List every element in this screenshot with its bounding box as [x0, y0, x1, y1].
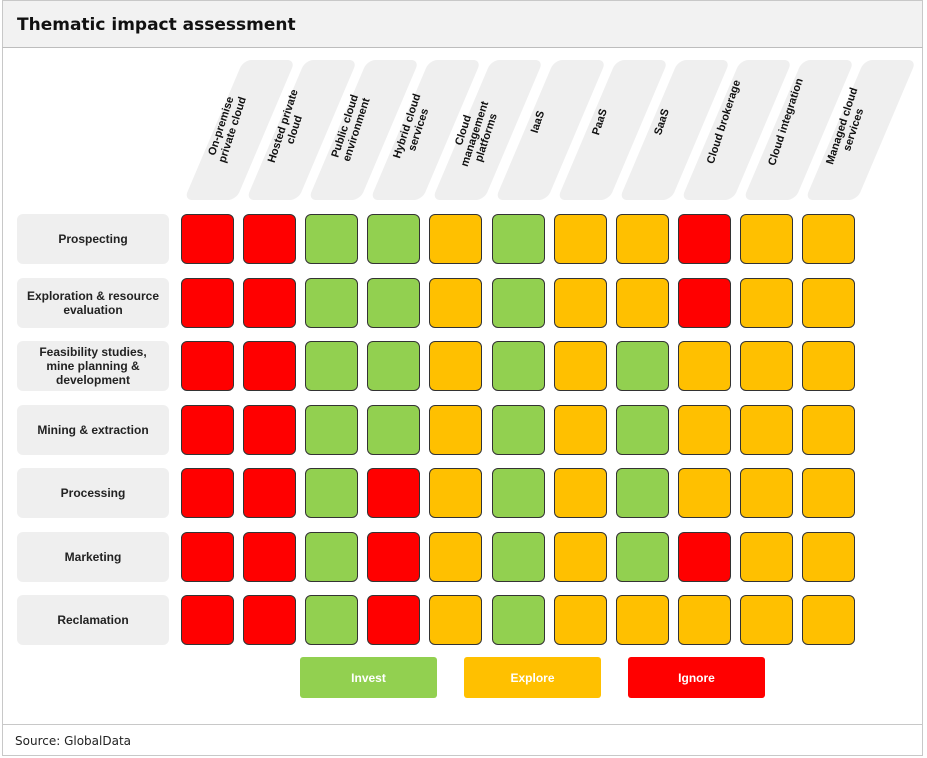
- matrix-cell: [677, 531, 731, 582]
- matrix-cell: [491, 531, 545, 582]
- matrix-cell: [802, 531, 855, 582]
- matrix-cell: [181, 214, 234, 264]
- matrix-cell: [181, 277, 234, 328]
- matrix-cell: [677, 214, 731, 264]
- matrix-cell: [677, 468, 731, 518]
- matrix-cell: [305, 595, 359, 645]
- row-label: Prospecting: [17, 214, 169, 264]
- matrix-cell: [491, 277, 545, 328]
- matrix-cell: [491, 404, 545, 455]
- matrix-cell: [802, 214, 855, 264]
- matrix-cell: [367, 468, 421, 518]
- matrix-cell: [802, 468, 855, 518]
- matrix-cell: [677, 595, 731, 645]
- matrix-cell: [429, 468, 483, 518]
- matrix-cell: [243, 277, 297, 328]
- matrix-cell: [553, 468, 607, 518]
- matrix-cell: [802, 404, 855, 455]
- matrix-cell: [305, 404, 359, 455]
- matrix-cell: [367, 341, 421, 391]
- header-bar: Thematic impact assessment: [2, 0, 923, 48]
- matrix-cell: [802, 341, 855, 391]
- row-label: Reclamation: [17, 595, 169, 645]
- matrix-cell: [491, 341, 545, 391]
- matrix-cell: [491, 468, 545, 518]
- matrix-cell: [429, 404, 483, 455]
- footer-divider: [2, 724, 923, 725]
- matrix-cell: [429, 595, 483, 645]
- row-label: Exploration & resource evaluation: [17, 277, 169, 328]
- matrix-cell: [243, 341, 297, 391]
- matrix-cell: [739, 595, 793, 645]
- matrix-cell: [181, 531, 234, 582]
- matrix-cell: [243, 468, 297, 518]
- matrix-cell: [305, 531, 359, 582]
- matrix-cell: [615, 404, 669, 455]
- matrix-cell: [367, 531, 421, 582]
- matrix-cell: [553, 595, 607, 645]
- matrix-cell: [677, 341, 731, 391]
- matrix-cell: [802, 277, 855, 328]
- matrix-cell: [305, 277, 359, 328]
- matrix-cell: [243, 214, 297, 264]
- matrix-cell: [367, 595, 421, 645]
- matrix-cell: [367, 404, 421, 455]
- matrix-cell: [305, 341, 359, 391]
- matrix-cell: [739, 468, 793, 518]
- matrix-cell: [429, 214, 483, 264]
- matrix-cell: [553, 214, 607, 264]
- legend-explore: Explore: [464, 657, 601, 698]
- matrix-cell: [305, 214, 359, 264]
- matrix-cell: [429, 531, 483, 582]
- matrix-cell: [305, 468, 359, 518]
- matrix-cell: [615, 468, 669, 518]
- row-label: Processing: [17, 468, 169, 518]
- matrix-cell: [615, 531, 669, 582]
- matrix-cell: [739, 341, 793, 391]
- matrix-cell: [677, 277, 731, 328]
- matrix-cell: [491, 214, 545, 264]
- matrix-cell: [739, 214, 793, 264]
- row-label: Marketing: [17, 531, 169, 582]
- matrix-cell: [553, 404, 607, 455]
- matrix-cell: [243, 595, 297, 645]
- matrix-cell: [615, 341, 669, 391]
- matrix-cell: [243, 531, 297, 582]
- matrix-cell: [181, 341, 234, 391]
- matrix-cell: [181, 468, 234, 518]
- matrix-cell: [739, 404, 793, 455]
- matrix-cell: [739, 277, 793, 328]
- matrix-cell: [181, 404, 234, 455]
- matrix-cell: [615, 595, 669, 645]
- matrix-cell: [802, 595, 855, 645]
- matrix-cell: [615, 214, 669, 264]
- page-title: Thematic impact assessment: [17, 15, 296, 35]
- source-note: Source: GlobalData: [15, 734, 132, 748]
- matrix-cell: [367, 214, 421, 264]
- matrix-cell: [429, 341, 483, 391]
- legend-invest: Invest: [300, 657, 437, 698]
- row-label: Feasibility studies, mine planning & dev…: [17, 341, 169, 391]
- matrix-cell: [615, 277, 669, 328]
- matrix-cell: [367, 277, 421, 328]
- matrix-cell: [553, 277, 607, 328]
- matrix-cell: [429, 277, 483, 328]
- matrix-cell: [181, 595, 234, 645]
- matrix-cell: [677, 404, 731, 455]
- legend-ignore: Ignore: [628, 657, 765, 698]
- row-label: Mining & extraction: [17, 404, 169, 455]
- matrix-cell: [491, 595, 545, 645]
- matrix-cell: [739, 531, 793, 582]
- matrix-cell: [243, 404, 297, 455]
- matrix-cell: [553, 531, 607, 582]
- matrix-cell: [553, 341, 607, 391]
